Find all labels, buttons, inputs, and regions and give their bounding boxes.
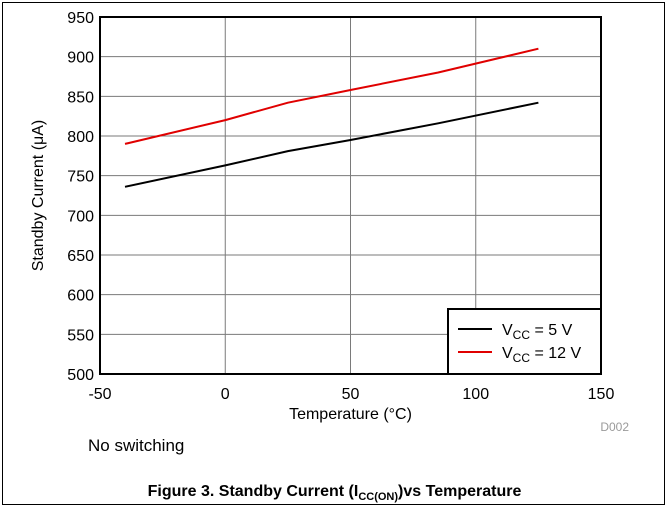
y-tick-label: 550: [67, 327, 94, 344]
chart: 500 550 600 650 700 750 800 850 900 950 -50 0 50 100 1…: [30, 10, 629, 434]
caption-subscript: CC(ON): [358, 491, 399, 504]
y-tick-label: 500: [67, 367, 94, 384]
legend-label-2: VCC = 12 V: [502, 345, 581, 365]
series-line-1: [124, 101, 539, 188]
x-tick-label: -50: [88, 386, 111, 403]
figure-id-label: D002: [600, 420, 629, 434]
y-tick-label: 650: [67, 248, 94, 265]
x-tick-label: 150: [588, 386, 615, 403]
y-tick-label: 850: [67, 89, 94, 106]
legend-label-1: VCC = 5 V: [502, 322, 573, 342]
y-tick-label: 750: [67, 169, 94, 186]
x-tick-label: 100: [462, 386, 489, 403]
y-tick-label: 900: [67, 50, 94, 67]
y-tick-label: 950: [67, 10, 94, 27]
y-tick-label: 800: [67, 129, 94, 146]
legend-box: [447, 308, 602, 375]
figure-caption: Figure 3. Standby Current (ICC(ON))vs Te…: [0, 483, 669, 503]
note-text: No switching: [88, 436, 185, 455]
plot-border: [99, 16, 602, 375]
series-line-2: [124, 47, 539, 145]
caption-prefix: Figure 3. Standby Current (I: [147, 483, 359, 500]
y-tick-label: 600: [67, 288, 94, 305]
y-axis-label: Standby Current (μA): [30, 120, 47, 272]
y-tick-label: 700: [67, 208, 94, 225]
x-axis-label: Temperature (°C): [289, 406, 412, 423]
caption-suffix: )vs Temperature: [398, 483, 522, 500]
x-tick-label: 50: [342, 386, 360, 403]
x-tick-label: 0: [221, 386, 230, 403]
